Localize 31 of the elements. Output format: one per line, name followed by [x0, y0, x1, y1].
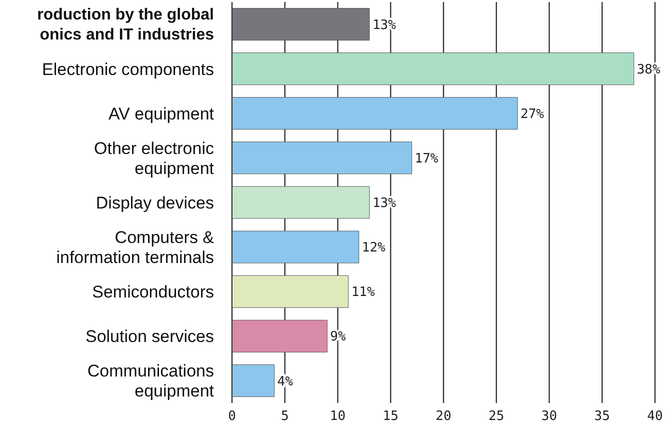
- bar: [232, 320, 328, 352]
- y-tick-label: roduction by the global onics and IT industries: [37, 6, 214, 43]
- y-tick-label: Display devices: [96, 193, 214, 212]
- bar: [232, 142, 412, 174]
- y-tick-label: Electronic components: [42, 59, 214, 78]
- x-tick-label: 10: [330, 409, 346, 424]
- bar: [232, 97, 518, 130]
- bar: [232, 52, 634, 86]
- bar: [232, 275, 349, 308]
- x-tick-label: 5: [280, 409, 289, 424]
- y-tick-label: AV equipment: [108, 104, 214, 123]
- bar: [232, 8, 370, 40]
- bar: [232, 364, 275, 397]
- x-tick-label: 25: [488, 409, 504, 424]
- y-tick-label: Solution services: [85, 326, 214, 346]
- x-tick-label: 0: [228, 409, 236, 424]
- x-tick-label: 40: [647, 409, 663, 424]
- y-tick-label: Computers & information terminals: [56, 228, 215, 267]
- x-tick-label: 15: [382, 409, 398, 424]
- data-label: 11%: [351, 285, 375, 300]
- y-tick-label: Communications equipment: [87, 361, 214, 400]
- data-label: 12%: [362, 240, 386, 256]
- x-tick-label: 30: [541, 409, 558, 424]
- x-tick-label: 35: [594, 409, 610, 424]
- y-tick-label: Other electronic equipment: [94, 138, 214, 178]
- data-label: 17%: [414, 152, 438, 167]
- data-label: 27%: [520, 106, 544, 122]
- bar: [232, 230, 360, 264]
- x-tick-label: 20: [436, 409, 452, 424]
- bar: [232, 186, 370, 219]
- y-tick-label: Semiconductors: [92, 282, 214, 302]
